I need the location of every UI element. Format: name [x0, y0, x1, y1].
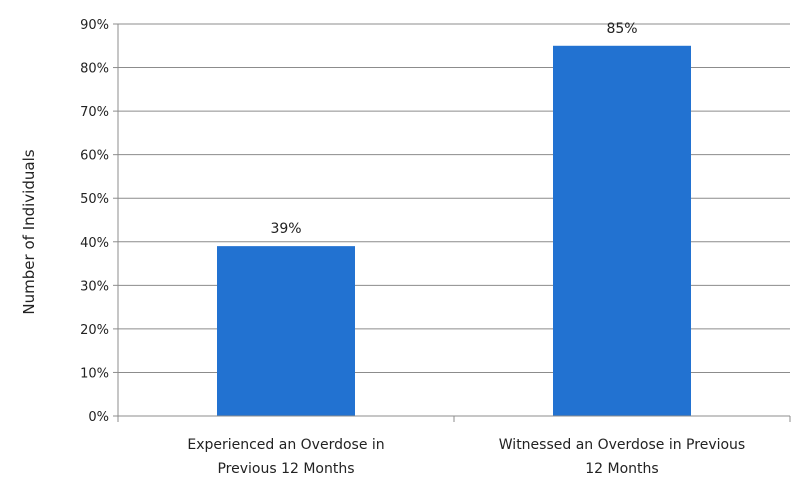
y-tick-label: 90% [80, 18, 109, 33]
bar [217, 246, 355, 416]
data-labels: 39% 85% [270, 21, 637, 237]
bar [553, 45, 691, 417]
y-tick-label: 20% [80, 323, 109, 338]
x-axis [117, 24, 791, 422]
y-tick-label: 40% [80, 236, 109, 251]
x-tick-label: Experienced an Overdose in [187, 437, 384, 453]
x-tick-label: 12 Months [585, 461, 658, 477]
data-label: 39% [270, 221, 301, 237]
y-tick-label: 30% [80, 279, 109, 294]
bars [217, 45, 691, 417]
x-tick-label: Previous 12 Months [217, 461, 354, 477]
y-tick-label: 60% [80, 149, 109, 164]
y-tick-label: 0% [88, 410, 109, 425]
y-tick-label: 10% [80, 366, 109, 381]
y-axis-title: Number of Individuals [20, 149, 38, 314]
y-tick-label: 70% [80, 105, 109, 120]
x-axis-labels: Experienced an Overdose in Previous 12 Mo… [187, 437, 745, 477]
data-label: 85% [606, 21, 637, 37]
x-tick-label: Witnessed an Overdose in Previous [499, 437, 745, 453]
y-axis-ticks: 0% 10% 20% 30% 40% 50% 60% 70% 80% 90% [80, 18, 118, 425]
y-tick-label: 80% [80, 62, 109, 77]
y-tick-label: 50% [80, 192, 109, 207]
